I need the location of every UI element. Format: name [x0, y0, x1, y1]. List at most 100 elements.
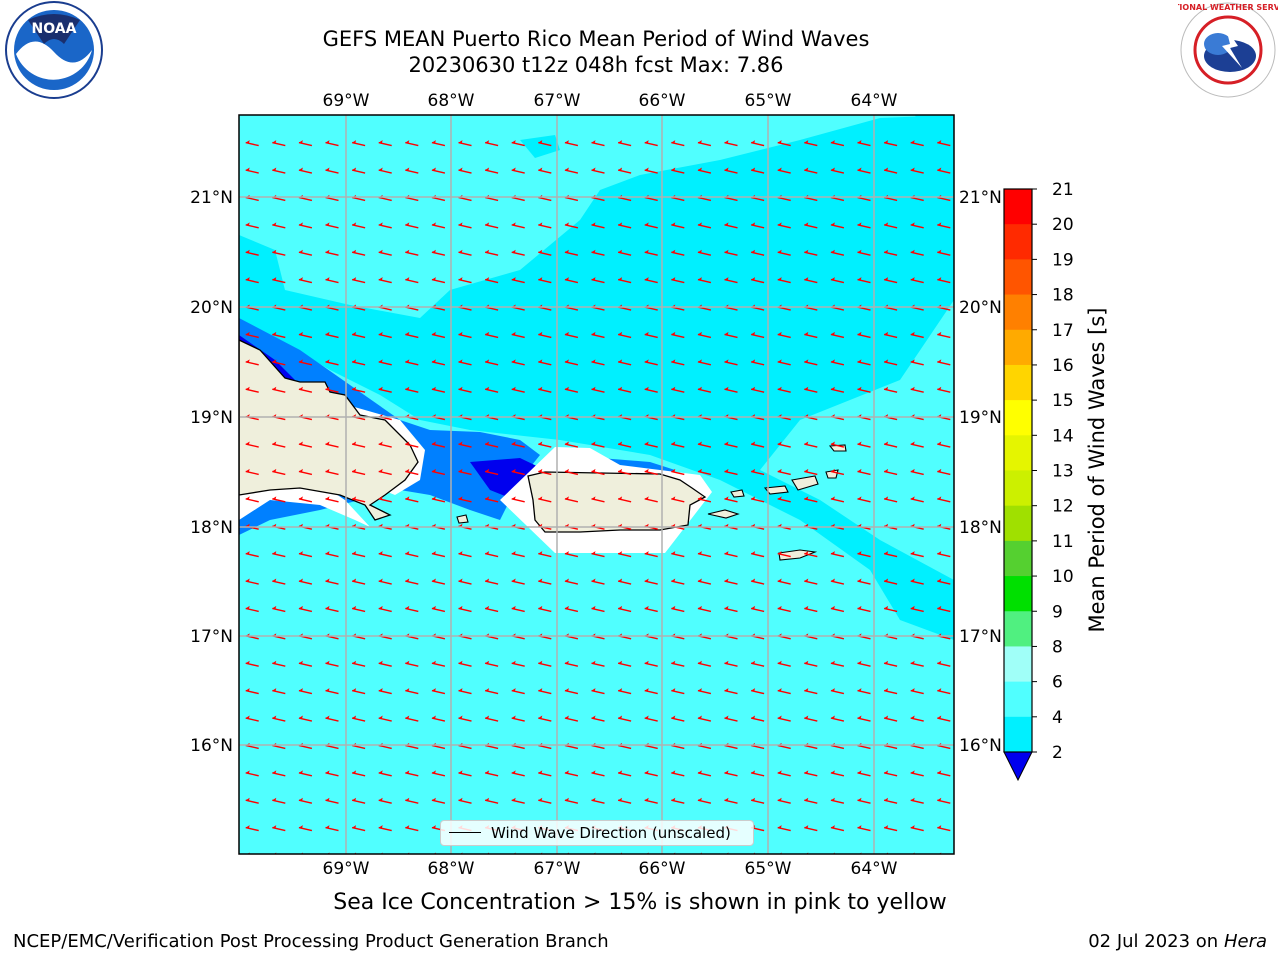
- wind-wave-arrow: [245, 359, 259, 366]
- wind-wave-arrow: [750, 441, 765, 448]
- wind-wave-arrow: [431, 551, 446, 558]
- wind-wave-arrow: [697, 249, 712, 256]
- wind-wave-arrow: [511, 715, 525, 722]
- wind-wave-arrow: [272, 660, 286, 667]
- wind-wave-arrow: [937, 167, 951, 174]
- wind-wave-arrow: [937, 359, 951, 366]
- wind-wave-arrow: [697, 496, 712, 503]
- wind-wave-arrow: [883, 660, 898, 667]
- wind-wave-arrow: [830, 468, 845, 476]
- wind-wave-arrow: [538, 660, 552, 667]
- wind-wave-arrow: [617, 551, 632, 558]
- wind-wave-arrow: [351, 605, 366, 613]
- colorbar-tick-label: 21: [1052, 180, 1074, 200]
- wind-wave-arrow: [298, 605, 313, 613]
- wind-wave-arrow: [724, 578, 738, 585]
- wind-wave-arrow: [591, 167, 605, 174]
- wind-wave-arrow: [405, 167, 419, 174]
- colorbar-tick-label: 8: [1052, 637, 1063, 657]
- wind-wave-arrow: [937, 140, 951, 147]
- wind-wave-arrow: [272, 578, 286, 585]
- wind-wave-arrow: [378, 605, 392, 613]
- wind-wave-arrow: [857, 441, 871, 448]
- wind-wave-arrow: [378, 277, 392, 284]
- wind-wave-arrow: [724, 386, 738, 393]
- wind-wave-arrow: [378, 359, 392, 366]
- wind-wave-arrow: [857, 249, 871, 256]
- wind-wave-arrow: [591, 715, 605, 722]
- wind-wave-arrow: [325, 660, 339, 667]
- wind-wave-arrow: [697, 167, 712, 174]
- wind-wave-arrow: [351, 825, 366, 832]
- wind-wave-arrow: [458, 331, 472, 339]
- wind-wave-arrow: [272, 331, 286, 339]
- wind-wave-arrow: [617, 605, 632, 613]
- wind-wave-arrow: [804, 605, 818, 613]
- wind-wave-arrow: [883, 468, 898, 476]
- wind-wave-arrow: [591, 551, 605, 558]
- wind-wave-arrow: [325, 770, 339, 777]
- wind-wave-arrow: [325, 249, 339, 256]
- wind-wave-arrow: [511, 551, 525, 558]
- colorbar-segment: [1004, 540, 1032, 577]
- chart-title: GEFS MEAN Puerto Rico Mean Period of Win…: [322, 27, 870, 51]
- wind-wave-arrow: [538, 496, 552, 503]
- wind-wave-arrow: [883, 825, 898, 832]
- wind-wave-arrow: [830, 551, 845, 558]
- wind-wave-arrow: [910, 551, 924, 558]
- wind-wave-arrow: [458, 715, 472, 722]
- wind-wave-arrow: [272, 359, 286, 366]
- wind-wave-arrow: [272, 249, 286, 256]
- wind-wave-arrow: [564, 715, 579, 722]
- wind-wave-arrow: [538, 551, 552, 558]
- wind-wave-arrow: [830, 222, 845, 229]
- wind-wave-arrow: [883, 715, 898, 722]
- lon-label: 65°W: [745, 91, 792, 111]
- wind-wave-arrow: [298, 140, 313, 147]
- wind-wave-arrow: [511, 688, 525, 695]
- legend-line-sample: [449, 832, 481, 833]
- wind-wave-arrow: [458, 496, 472, 503]
- wind-wave-arrow: [644, 496, 658, 503]
- wind-wave-arrow: [484, 468, 499, 476]
- wave-period-field-4-6s: [239, 115, 954, 640]
- wind-wave-arrow: [910, 825, 924, 832]
- wind-wave-arrow: [484, 605, 499, 613]
- wind-wave-arrow: [671, 249, 685, 256]
- wind-wave-arrow: [351, 715, 366, 722]
- wind-wave-arrow: [378, 660, 392, 667]
- wind-wave-arrow: [671, 715, 685, 722]
- wind-wave-arrow: [298, 249, 313, 256]
- wind-wave-arrow: [910, 140, 924, 147]
- colorbar-tick-label: 13: [1052, 462, 1074, 482]
- wind-wave-arrow: [351, 386, 366, 393]
- wind-wave-arrow: [484, 770, 499, 777]
- wind-wave-arrow: [724, 688, 738, 695]
- wind-wave-arrow: [564, 359, 579, 366]
- wind-wave-arrow: [564, 331, 579, 339]
- wind-wave-arrow: [298, 386, 313, 393]
- wind-wave-arrow: [777, 578, 791, 585]
- wind-wave-arrow: [883, 578, 898, 585]
- wind-wave-arrow: [538, 797, 552, 804]
- wind-wave-arrow: [750, 770, 765, 777]
- wind-wave-arrow: [591, 331, 605, 339]
- wind-wave-arrow: [484, 797, 499, 804]
- wind-wave-arrow: [830, 770, 845, 777]
- wind-wave-arrow: [458, 688, 472, 695]
- wind-wave-arrow: [617, 331, 632, 339]
- wind-wave-arrow: [857, 825, 871, 832]
- lon-label: 67°W: [534, 91, 581, 111]
- wind-wave-arrow: [484, 222, 499, 229]
- wind-wave-arrow: [351, 468, 366, 476]
- wind-wave-arrow: [777, 551, 791, 558]
- wind-wave-arrow: [857, 688, 871, 695]
- wind-wave-arrow: [405, 825, 419, 832]
- wind-wave-arrow: [431, 222, 446, 229]
- wind-wave-arrow: [750, 715, 765, 722]
- wind-wave-arrow: [617, 277, 632, 284]
- wind-wave-arrow: [538, 468, 552, 476]
- wind-wave-arrow: [644, 222, 658, 229]
- wind-wave-arrow: [910, 605, 924, 613]
- wind-wave-arrow: [298, 715, 313, 722]
